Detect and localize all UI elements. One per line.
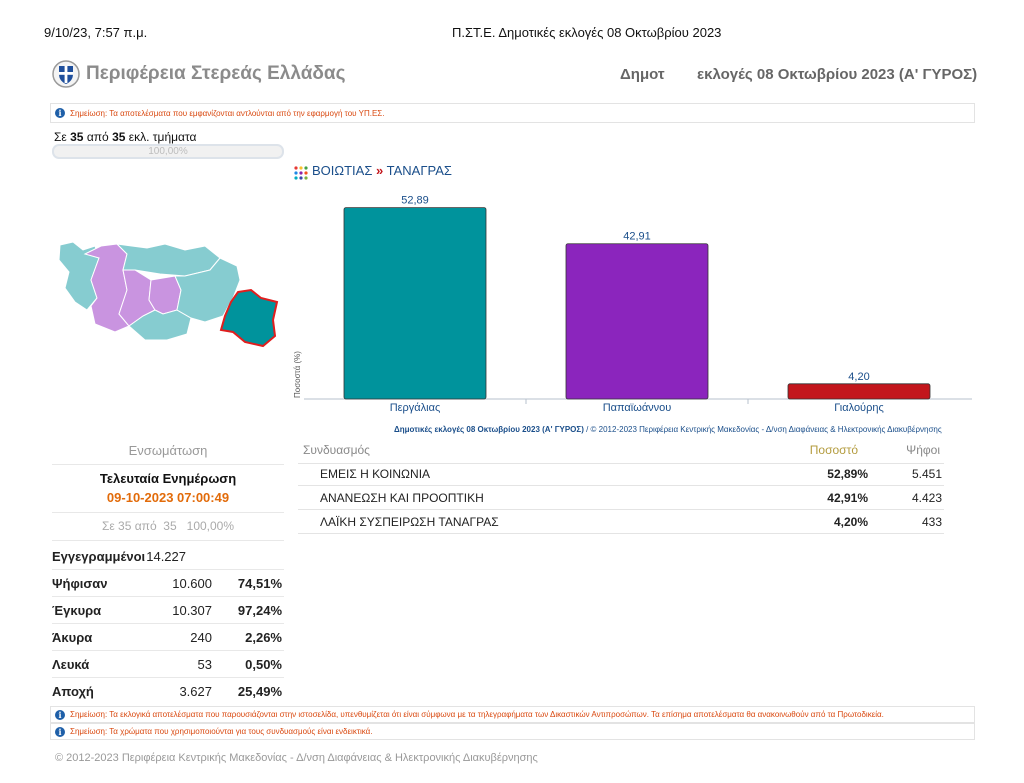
colored-dots-icon [294, 166, 308, 180]
results-bar-chart: Ποσοστά (%) 52,89 Περγάλιας 42,91 Παπαϊωάνν… [293, 195, 972, 414]
y-axis-label: Ποσοστά (%) [293, 351, 302, 398]
counting-progress-label: 100,00% [148, 146, 188, 157]
last-update-label: Τελευταία Ενημέρωση [99, 471, 237, 486]
footer-copyright: © 2012-2023 Περιφέρεια Κεντρικής Μακεδον… [55, 752, 538, 764]
colors-indicative-note: i Σημείωση: Τα χρώματα που χρησιμοποιούν… [50, 723, 975, 740]
breadcrumb-municipality: ΤΑΝΑΓΡΑΣ [386, 163, 452, 178]
results-source-note: i Σημείωση: Τα αποτελέσματα που εμφανίζο… [50, 103, 975, 123]
bar-3[interactable] [787, 383, 931, 400]
results-source-note-text: Σημείωση: Τα αποτελέσματα που εμφανίζοντ… [70, 108, 385, 118]
results-table-header: Συνδυασμός Ποσοστό Ψήφοι [298, 440, 944, 464]
last-update-value: 09-10-2023 07:00:49 [106, 490, 230, 505]
stat-row-registered: Εγγεγραμμένοι 14.227 [52, 543, 284, 570]
print-title: Π.ΣΤ.Ε. Δημοτικές εκλογές 08 Οκτωβρίου 2… [452, 25, 722, 40]
telegram-results-note: i Σημείωση: Τα εκλογικά αποτελέσματα που… [50, 706, 975, 723]
counting-progress-bar: 100,00% [52, 144, 284, 159]
stats-summary: Σε 35 από 35 100,00% [52, 519, 284, 541]
incorporation-heading: Ενσωμάτωση [52, 443, 284, 465]
stat-row-abstention: Αποχή 3.627 25,49% [52, 684, 282, 699]
elections-title: εκλογές 08 Οκτωβρίου 2023 (Α' ΓΥΡΟΣ) [697, 66, 978, 83]
results-row[interactable]: ΕΜΕΙΣ Η ΚΟΙΝΩΝΙΑ 52,89% 5.451 [298, 462, 944, 486]
print-datetime: 9/10/23, 7:57 π.μ. [44, 25, 148, 40]
col-header-percent[interactable]: Ποσοστό [809, 443, 858, 457]
bar-value-label: 4,20 [848, 371, 869, 383]
category-label: Περγάλιας [390, 402, 441, 414]
bar-value-label: 42,91 [623, 231, 651, 243]
stat-row-valid: Έγκυρα 10.307 97,24% [52, 597, 284, 624]
bar-value-label: 52,89 [401, 195, 429, 207]
counted-sections: Σε 35 από 35 εκλ. τμήματα [54, 130, 197, 144]
results-row[interactable]: ΛΑΪΚΗ ΣΥΣΠΕΙΡΩΣΗ ΤΑΝΑΓΡΑΣ 4,20% 433 [298, 510, 944, 534]
stat-row-blank: Λευκά 53 0,50% [52, 651, 284, 678]
stat-row-voted: Ψήφισαν 10.600 74,51% [52, 570, 284, 597]
telegram-results-note-text: Σημείωση: Τα εκλογικά αποτελέσματα που π… [70, 710, 884, 719]
chart-credit: Δημοτικές εκλογές 08 Οκτωβρίου 2023 (Α' … [394, 425, 942, 434]
breadcrumb-separator: » [376, 163, 384, 178]
bar-1[interactable] [343, 207, 487, 400]
map-region-purple-3[interactable] [148, 275, 182, 315]
category-label: Γιαλούρης [834, 402, 884, 414]
greek-coat-of-arms-icon [52, 60, 80, 88]
breadcrumb-region[interactable]: ΒΟΙΩΤΙΑΣ [312, 163, 373, 178]
breadcrumb: ΒΟΙΩΤΙΑΣ » ΤΑΝΑΓΡΑΣ [312, 163, 452, 178]
colors-indicative-note-text: Σημείωση: Τα χρώματα που χρησιμοποιούντα… [70, 727, 373, 736]
bar-2[interactable] [565, 243, 709, 400]
info-icon: i [55, 709, 65, 720]
region-title[interactable]: Περιφέρεια Στερεάς Ελλάδας [86, 63, 346, 84]
col-header-party: Συνδυασμός [303, 443, 370, 457]
elections-title-start: Δημοτ [620, 66, 665, 83]
info-icon: i [55, 726, 65, 737]
map-region-tanagra-selected[interactable] [219, 288, 279, 348]
municipalities-map [58, 241, 279, 348]
category-label: Παπαϊωάννου [603, 402, 672, 414]
col-header-votes[interactable]: Ψήφοι [906, 443, 940, 457]
info-icon: i [55, 108, 65, 118]
results-row[interactable]: ΑΝΑΝΕΩΣΗ ΚΑΙ ΠΡΟΟΠΤΙΚΗ 42,91% 4.423 [298, 486, 944, 510]
stat-row-invalid: Άκυρα 240 2,26% [52, 624, 284, 651]
stats-divider [52, 512, 284, 513]
